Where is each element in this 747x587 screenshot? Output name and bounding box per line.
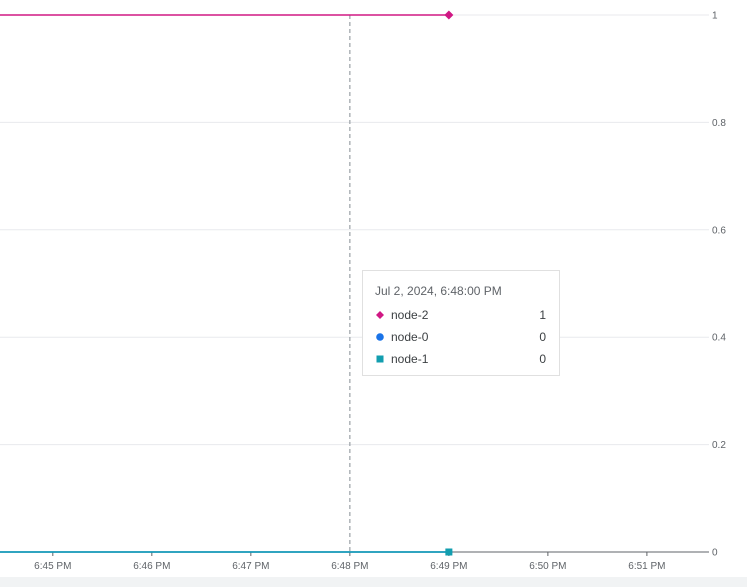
x-tick-label: 6:45 PM (34, 561, 71, 572)
tooltip-series-name: node-0 (391, 330, 429, 344)
footer-band (0, 577, 747, 587)
tooltip-series-name: node-2 (391, 308, 429, 322)
y-tick-label: 1 (712, 11, 718, 22)
diamond-marker-icon (375, 310, 385, 320)
grid-lines (0, 14, 709, 553)
series-lines[interactable] (0, 10, 454, 556)
y-tick-label: 0.4 (712, 333, 726, 344)
series-point-node-2[interactable] (444, 10, 454, 20)
tooltip-series-value: 0 (539, 352, 546, 366)
x-tick-label: 6:51 PM (628, 561, 665, 572)
square-marker-icon (375, 354, 385, 364)
tooltip-row: node-1 0 (375, 348, 547, 370)
tooltip-title: Jul 2, 2024, 6:48:00 PM (375, 284, 502, 298)
tooltip-row: node-0 0 (375, 326, 547, 348)
tooltip-series-value: 0 (539, 330, 546, 344)
x-tick-label: 6:48 PM (331, 561, 368, 572)
circle-marker-icon (375, 332, 385, 342)
y-tick-label: 0.6 (712, 225, 726, 236)
y-tick-label: 0.8 (712, 118, 726, 129)
x-tick-label: 6:49 PM (430, 561, 467, 572)
x-axis-ticks: 6:45 PM 6:46 PM 6:47 PM 6:48 PM 6:49 PM 6:50 … (34, 552, 666, 572)
x-tick-label: 6:46 PM (133, 561, 170, 572)
hover-tooltip: Jul 2, 2024, 6:48:00 PM node-2 1 node-0 0 no… (362, 270, 560, 376)
series-point-node-1[interactable] (445, 548, 453, 556)
y-tick-label: 0.2 (712, 440, 726, 451)
y-tick-label: 0 (712, 548, 718, 559)
tooltip-series-name: node-1 (391, 352, 429, 366)
x-tick-label: 6:50 PM (529, 561, 566, 572)
x-tick-label: 6:47 PM (232, 561, 269, 572)
tooltip-series-value: 1 (539, 308, 546, 322)
y-axis-ticks: 0 0.2 0.4 0.6 0.8 1 (712, 11, 726, 559)
tooltip-row: node-2 1 (375, 304, 547, 326)
